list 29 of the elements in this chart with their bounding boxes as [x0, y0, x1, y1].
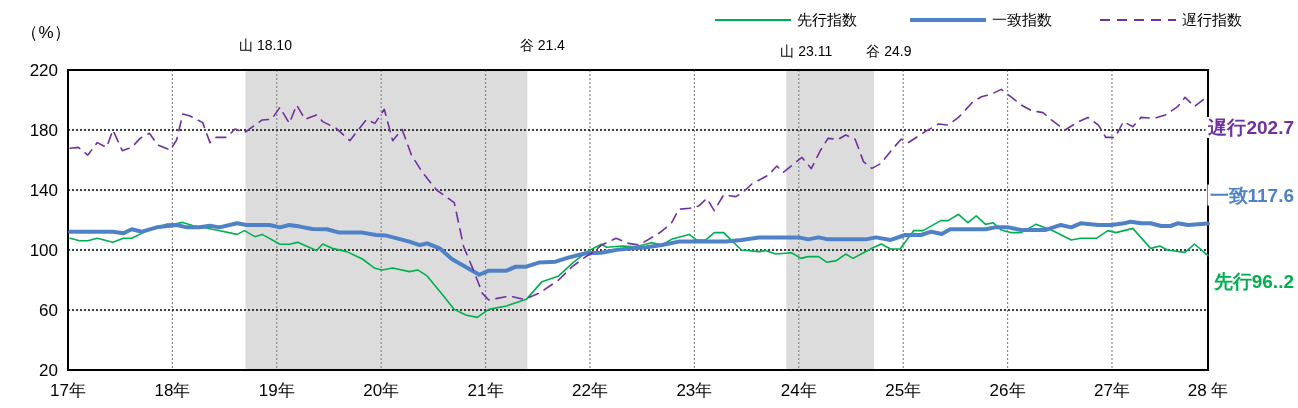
y-tick-label: 20 — [39, 361, 58, 380]
x-tick-label: 23年 — [676, 381, 713, 400]
y-axis-title: （%） — [21, 23, 71, 42]
x-tick-label: 21年 — [467, 381, 504, 400]
x-tick-label: 22年 — [572, 381, 608, 400]
y-tick-label: 100 — [29, 241, 58, 260]
y-tick-label: 220 — [29, 61, 58, 80]
x-tick-label: 28 年 — [1187, 381, 1229, 400]
text: 谷 21.4 — [519, 37, 566, 53]
data-label: 遅行202.7 — [1207, 116, 1294, 138]
y-tick-label: 180 — [29, 121, 58, 140]
data-label: 一致117.6 — [1209, 184, 1294, 206]
legend-label: 一致指数 — [992, 11, 1052, 28]
x-tick-label: 17年 — [50, 381, 86, 400]
y-tick-label: 60 — [39, 301, 58, 320]
x-tick-label: 25年 — [885, 381, 922, 400]
x-tick-label: 24年 — [780, 381, 817, 400]
text: 山 18.10 — [239, 37, 293, 53]
text: 山 23.11 — [780, 43, 833, 59]
legend-label: 遅行指数 — [1182, 11, 1242, 28]
legend-label: 先行指数 — [797, 11, 857, 28]
data-label: 先行96..2 — [1212, 270, 1294, 292]
x-tick-label: 20年 — [363, 381, 400, 400]
x-tick-label: 26年 — [989, 381, 1026, 400]
y-tick-label: 140 — [29, 181, 58, 200]
text: 谷 24.9 — [866, 43, 912, 59]
x-tick-label: 27年 — [1094, 381, 1130, 400]
x-tick-label: 19年 — [258, 381, 295, 400]
x-tick-label: 18年 — [154, 381, 191, 400]
